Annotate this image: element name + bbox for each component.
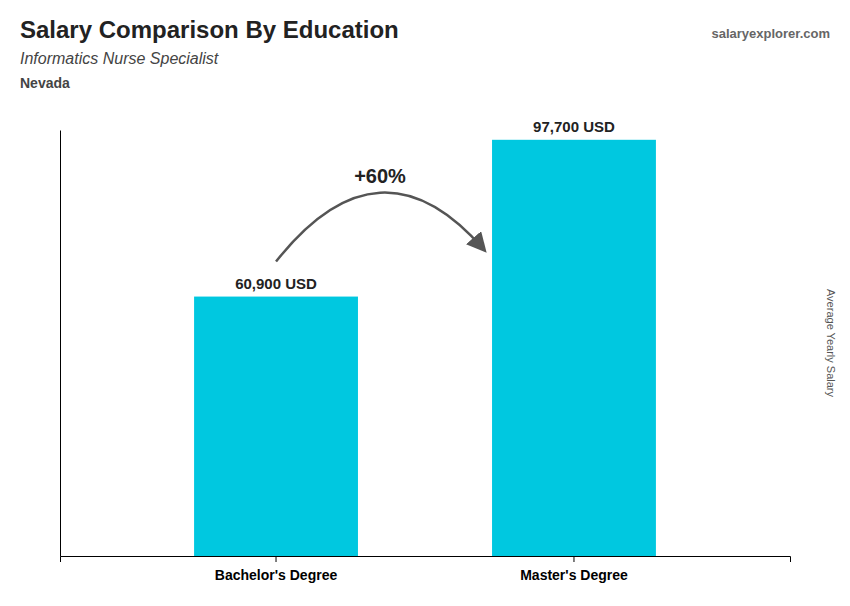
- x-axis-line: [61, 557, 791, 563]
- watermark: salaryexplorer.com: [711, 26, 830, 41]
- y-axis-line: [60, 131, 61, 557]
- x-tick-label: Bachelor's Degree: [215, 567, 338, 583]
- x-tick-label: Master's Degree: [520, 567, 628, 583]
- chart: Salary Comparison By Education Informatic…: [0, 0, 850, 606]
- bar: [492, 140, 656, 556]
- change-label: +60%: [354, 165, 406, 187]
- plot: Bachelor's Degree Master's Degree 60,900 U…: [61, 118, 791, 584]
- x-tick-mark: [276, 556, 277, 562]
- change-arrow: [276, 193, 484, 262]
- y-axis: [60, 131, 61, 557]
- location: Nevada: [20, 75, 70, 91]
- y-axis-title: Average Yearly Salary: [825, 289, 837, 398]
- x-tick: Bachelor's Degree: [215, 556, 338, 583]
- bars: [194, 140, 656, 556]
- subtitle: Informatics Nurse Specialist: [20, 50, 219, 67]
- x-tick-mark: [573, 556, 574, 562]
- bar: [194, 297, 358, 556]
- data-label: 60,900 USD: [235, 275, 317, 292]
- x-tick: Master's Degree: [520, 556, 628, 583]
- x-axis: Bachelor's Degree Master's Degree: [61, 556, 791, 583]
- data-label: 97,700 USD: [533, 118, 615, 135]
- title: Salary Comparison By Education: [20, 16, 399, 43]
- data-labels: 60,900 USD 97,700 USD: [235, 118, 615, 292]
